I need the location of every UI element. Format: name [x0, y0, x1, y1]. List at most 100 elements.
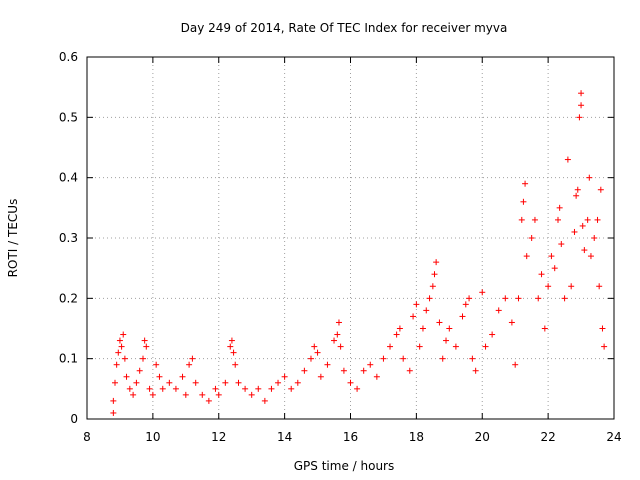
data-point — [227, 343, 234, 350]
data-point — [110, 409, 117, 416]
data-point — [564, 156, 571, 163]
data-point — [261, 397, 268, 404]
data-point — [466, 295, 473, 302]
data-point — [446, 325, 453, 332]
data-point — [159, 385, 166, 392]
y-tick-label: 0.6 — [59, 50, 78, 64]
data-point — [597, 186, 604, 193]
x-tick-label: 10 — [145, 430, 160, 444]
y-tick-label: 0.2 — [59, 291, 78, 305]
data-point — [528, 235, 535, 241]
data-point — [212, 385, 219, 392]
data-point — [347, 379, 354, 386]
data-point — [242, 385, 249, 392]
data-point — [340, 367, 347, 374]
data-point — [522, 180, 529, 187]
data-point — [311, 343, 318, 350]
data-point — [551, 265, 558, 272]
data-point — [133, 379, 140, 386]
data-point — [393, 331, 400, 338]
data-point — [179, 373, 186, 380]
data-point — [419, 325, 426, 332]
data-point — [433, 259, 440, 266]
data-point — [423, 307, 430, 314]
data-point — [235, 379, 242, 386]
data-point — [192, 379, 199, 386]
data-point — [502, 295, 509, 302]
data-point — [367, 361, 374, 368]
data-point — [431, 271, 438, 278]
data-point — [489, 331, 496, 338]
data-point — [452, 343, 459, 350]
data-point — [153, 361, 160, 368]
data-point — [591, 235, 598, 241]
data-point — [120, 331, 127, 338]
data-point — [443, 337, 450, 344]
data-point — [439, 355, 446, 362]
data-point — [587, 253, 594, 260]
x-tick-label: 18 — [409, 430, 424, 444]
data-point — [126, 385, 133, 392]
data-point — [149, 391, 156, 398]
data-point — [186, 361, 193, 368]
x-tick-label: 12 — [211, 430, 226, 444]
data-point — [123, 373, 130, 380]
data-point — [373, 373, 380, 380]
data-point — [601, 343, 608, 350]
data-point — [294, 379, 301, 386]
data-point — [541, 325, 548, 332]
data-point — [512, 361, 519, 368]
data-point — [584, 216, 591, 223]
data-point — [230, 349, 237, 356]
x-tick-label: 14 — [277, 430, 292, 444]
data-point — [508, 319, 515, 326]
data-point — [199, 391, 206, 398]
data-point — [205, 397, 212, 404]
data-point — [182, 391, 189, 398]
data-point — [139, 355, 146, 362]
data-point — [281, 373, 288, 380]
y-tick-label: 0.5 — [59, 110, 78, 124]
data-point — [538, 271, 545, 278]
data-point — [596, 283, 603, 290]
axis-ticks: 8 10 12 14 16 18 20 22 24 0 0.1 0.2 0.3 0.4 0.5 0.6 — [59, 50, 622, 444]
data-point — [406, 367, 413, 374]
y-tick-label: 0 — [70, 412, 78, 426]
data-point — [335, 319, 342, 326]
data-point — [317, 373, 324, 380]
chart-title: Day 249 of 2014, Rate Of TEC Index for r… — [181, 21, 508, 35]
data-point — [515, 295, 522, 302]
data-point — [146, 385, 153, 392]
data-point — [579, 222, 586, 229]
data-point — [573, 192, 580, 199]
data-point — [578, 102, 585, 109]
data-point — [558, 241, 565, 248]
data-point — [248, 391, 255, 398]
data-point — [429, 283, 436, 290]
data-point — [561, 295, 568, 302]
x-tick-label: 20 — [475, 430, 490, 444]
data-point — [288, 385, 295, 392]
data-point — [136, 367, 143, 374]
x-tick-label: 24 — [606, 430, 621, 444]
data-point — [416, 343, 423, 350]
data-point — [586, 174, 593, 181]
data-point — [116, 337, 123, 344]
x-tick-label: 16 — [343, 430, 358, 444]
data-point — [436, 319, 443, 326]
data-point — [459, 313, 466, 320]
data-point — [110, 397, 117, 404]
data-point — [222, 379, 229, 386]
data-point — [548, 253, 555, 260]
data-point — [535, 295, 542, 302]
data-point — [469, 355, 476, 362]
data-point — [523, 253, 530, 260]
x-tick-label: 8 — [83, 430, 91, 444]
y-tick-label: 0.1 — [59, 352, 78, 366]
data-point — [482, 343, 489, 350]
data-point — [387, 343, 394, 350]
data-point — [426, 295, 433, 302]
data-point — [331, 337, 338, 344]
data-point — [141, 337, 148, 344]
